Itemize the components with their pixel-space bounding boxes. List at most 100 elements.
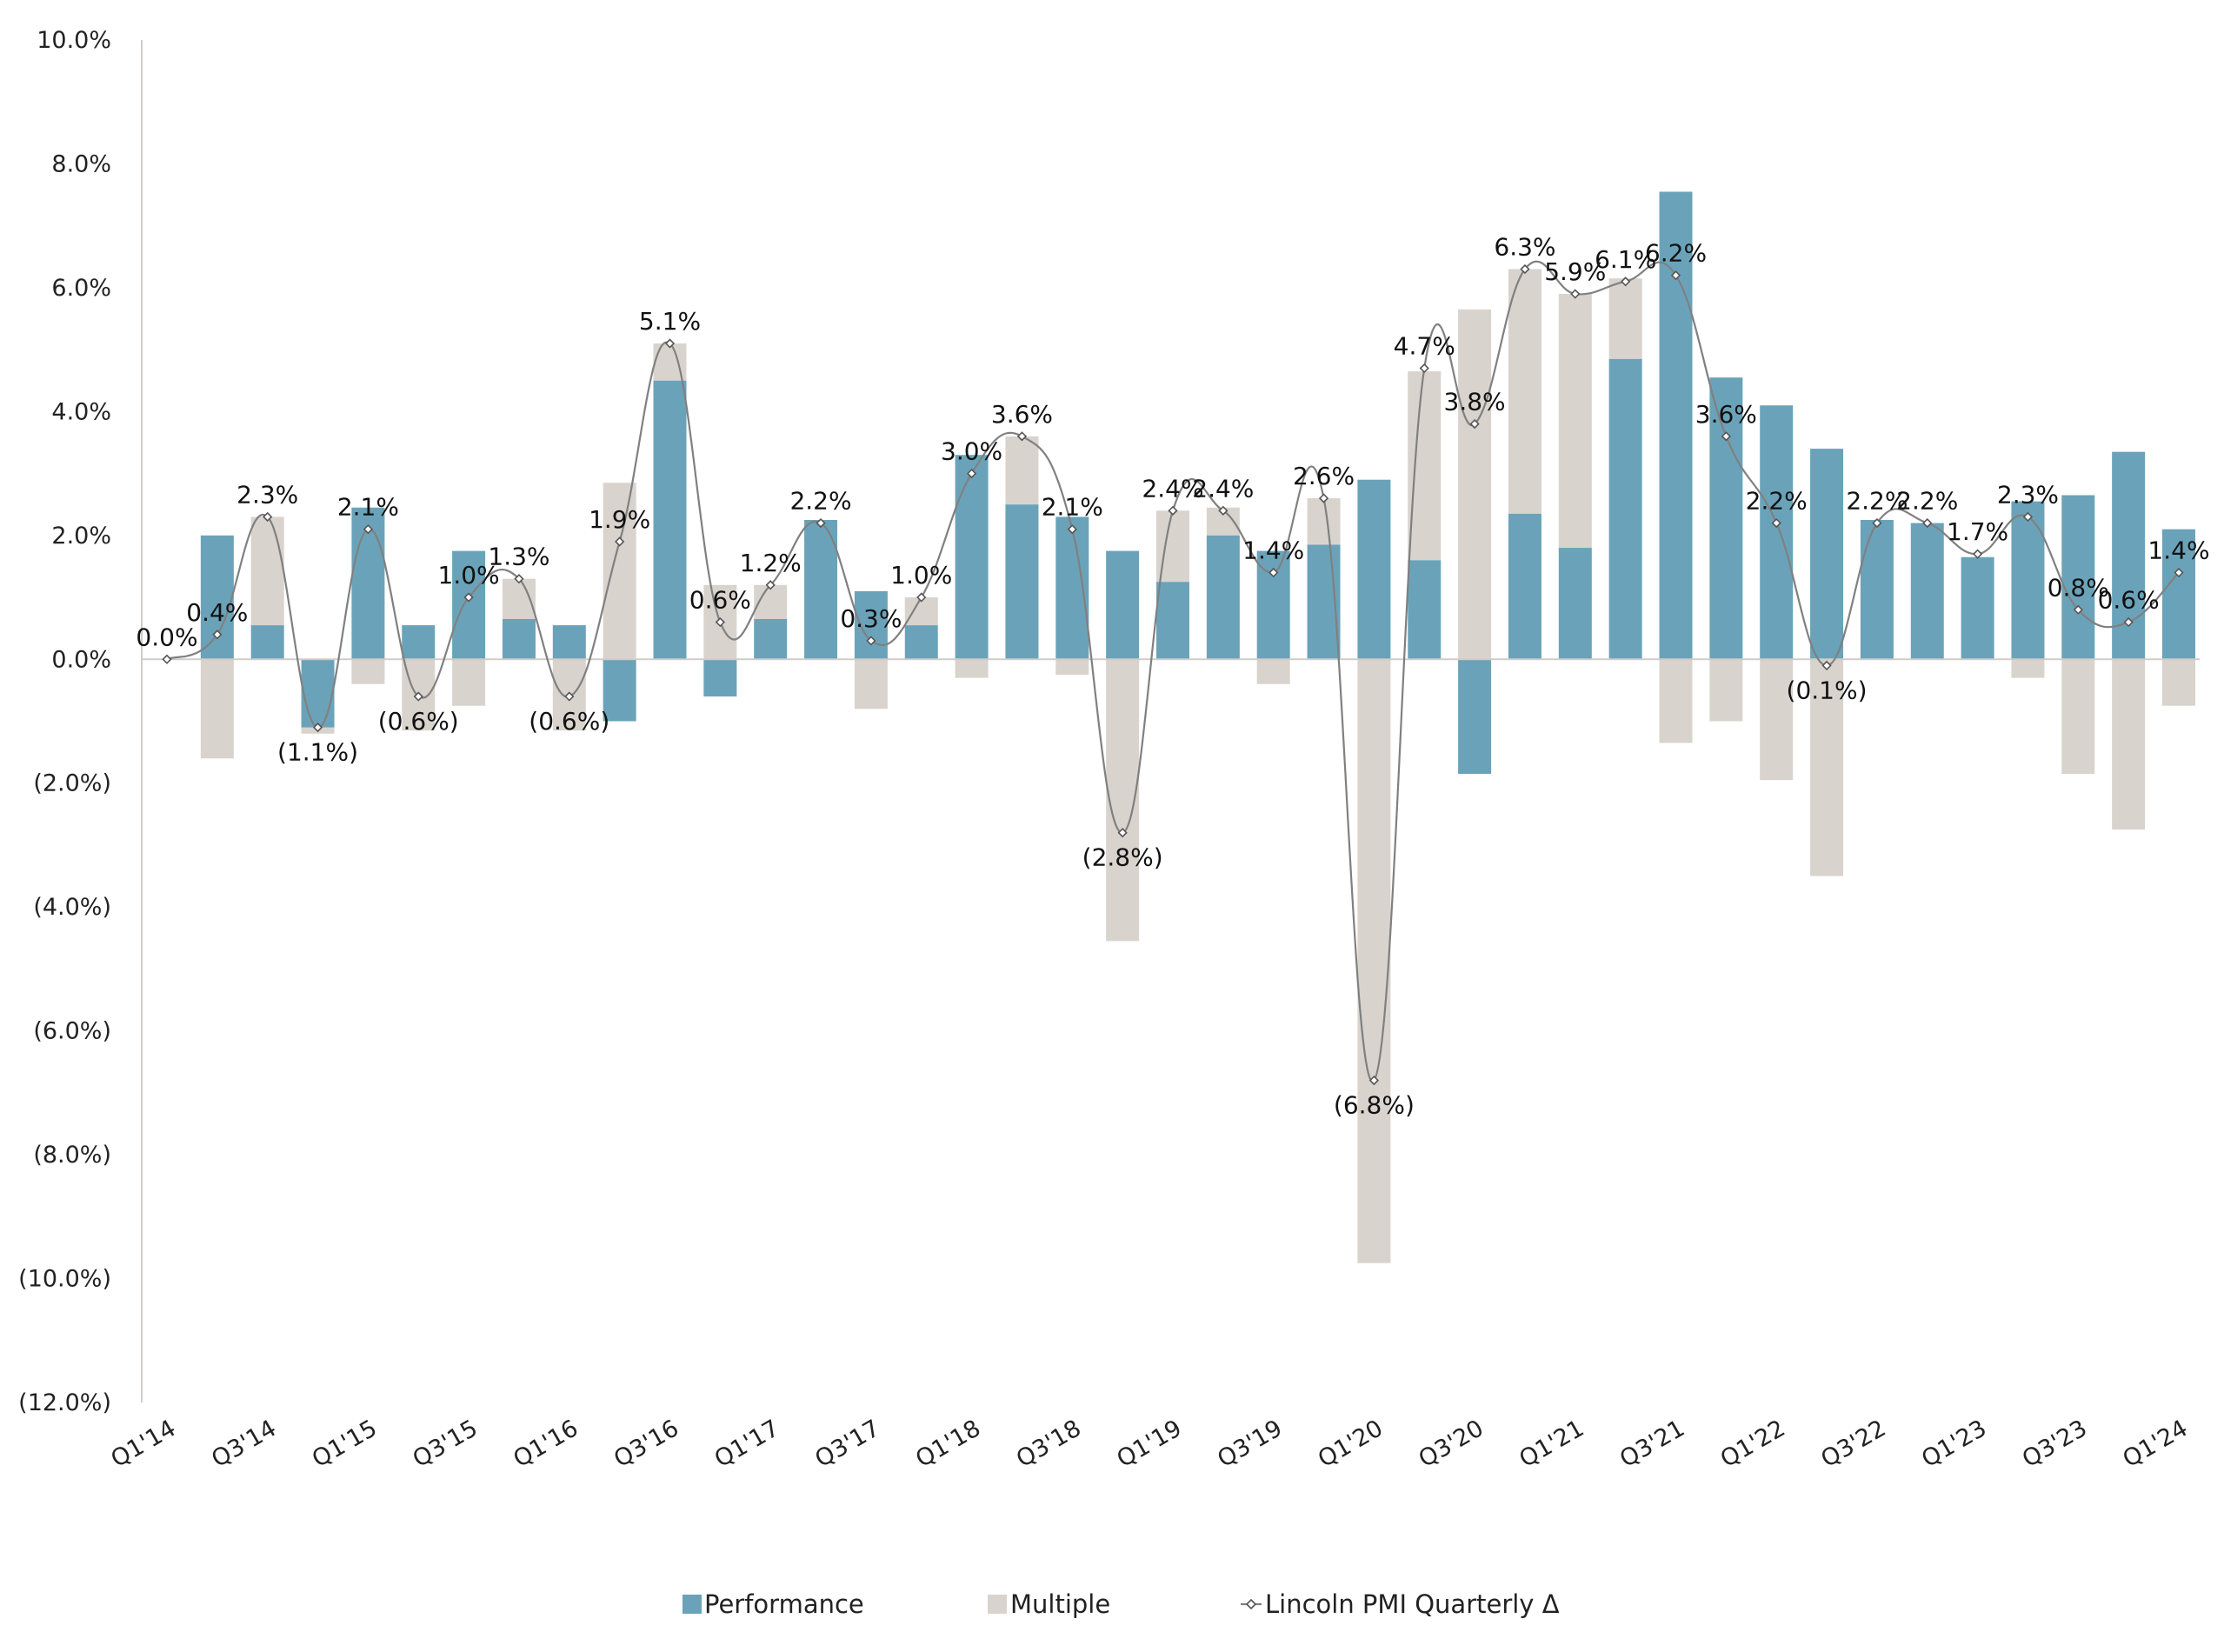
legend-performance-label: Performance <box>704 1589 864 1619</box>
performance-bar <box>1408 560 1442 660</box>
pmi-marker <box>162 654 172 664</box>
pmi-marker <box>1016 431 1028 442</box>
pmi-data-label: 2.2% <box>789 487 851 516</box>
multiple-bar <box>1357 659 1391 1263</box>
performance-bar <box>653 380 687 660</box>
pmi-data-label: 2.4% <box>1142 474 1203 503</box>
performance-bar <box>1055 516 1089 660</box>
y-tick-label: 2.0% <box>51 523 111 550</box>
performance-bar <box>804 520 838 660</box>
pmi-data-label: 1.9% <box>589 505 650 534</box>
pmi-data-label: 0.8% <box>2048 573 2109 602</box>
pmi-marker <box>1318 493 1329 503</box>
pmi-data-labels: 0.0%0.4%2.3%(1.1%)2.1%(0.6%)1.0%1.3%(0.6… <box>136 233 2209 1120</box>
performance-bar <box>703 659 737 697</box>
pmi-marker <box>664 338 676 349</box>
pmi-marker <box>2022 511 2034 523</box>
x-tick-label: Q3'19 <box>1213 1415 1287 1473</box>
legend: Performance Multiple Lincoln PMI Quarter… <box>683 1589 1560 1619</box>
legend-multiple-swatch <box>988 1595 1007 1614</box>
x-tick-label: Q3'23 <box>2018 1415 2092 1473</box>
pmi-marker <box>2174 567 2184 578</box>
pmi-data-label: (0.6%) <box>378 707 459 736</box>
multiple-bar <box>1256 659 1290 684</box>
multiple-bar <box>1810 659 1844 876</box>
performance-bar <box>552 625 586 660</box>
y-tick-label: (12.0%) <box>18 1389 111 1416</box>
multiple-bar <box>955 659 989 678</box>
pmi-marker <box>2073 604 2083 615</box>
pmi-marker <box>363 524 374 535</box>
pmi-marker <box>1872 517 1882 529</box>
pmi-data-label: 2.1% <box>337 493 399 522</box>
pmi-marker <box>615 536 625 547</box>
multiple-bar <box>1055 659 1089 676</box>
performance-bar <box>1106 550 1140 660</box>
pmi-data-label: 0.4% <box>186 598 248 627</box>
pmi-data-label: 2.1% <box>1042 493 1103 522</box>
legend-performance-swatch <box>683 1595 702 1614</box>
performance-bar <box>2011 501 2045 660</box>
pmi-data-label: 2.4% <box>1192 474 1254 503</box>
pmi-data-label: 1.4% <box>1242 536 1304 565</box>
pmi-marker <box>1972 549 1983 559</box>
performance-bar <box>1558 548 1592 660</box>
multiple-bar <box>1558 294 1592 549</box>
pmi-marker <box>715 616 725 628</box>
pmi-data-label: 0.6% <box>2098 586 2160 615</box>
y-tick-label: (8.0%) <box>33 1142 111 1169</box>
multiple-bar <box>2011 659 2045 678</box>
performance-bar <box>250 625 284 660</box>
x-tick-label: Q3'20 <box>1415 1415 1488 1473</box>
pmi-data-label: 1.0% <box>438 561 500 590</box>
pmi-marker <box>1922 517 1933 529</box>
y-tick-label: (4.0%) <box>33 894 111 921</box>
y-tick-label: (10.0%) <box>18 1266 111 1293</box>
pmi-data-label: 1.7% <box>1947 517 2008 546</box>
pmi-marker <box>212 629 223 640</box>
pmi-data-label: 1.3% <box>488 543 549 571</box>
x-tick-label: Q1'23 <box>1917 1415 1991 1473</box>
multiple-bar <box>200 659 234 759</box>
x-tick-label: Q3'15 <box>409 1415 483 1473</box>
pmi-data-label: 2.3% <box>236 480 298 509</box>
pmi-marker <box>765 580 776 590</box>
multiple-bar <box>1307 498 1341 545</box>
multiple-bars <box>200 269 2195 1263</box>
pmi-data-label: 3.6% <box>1695 400 1757 429</box>
performance-bar <box>1608 358 1642 660</box>
performance-bar <box>603 659 636 722</box>
pmi-data-label: 3.8% <box>1444 388 1506 416</box>
performance-bar <box>1760 405 1794 660</box>
pmi-marker <box>1419 363 1429 374</box>
pmi-marker <box>514 574 524 584</box>
multiple-bar <box>351 659 385 684</box>
x-tick-label: Q1'20 <box>1314 1415 1388 1473</box>
pmi-data-label: 6.2% <box>1645 239 1707 268</box>
multiple-bar <box>1508 269 1541 514</box>
pmi-marker <box>1368 1075 1380 1086</box>
performance-bar <box>904 625 938 660</box>
pmi-data-label: 3.6% <box>991 400 1053 429</box>
performance-bar <box>301 659 335 728</box>
x-tick-label: Q1'15 <box>308 1415 382 1473</box>
pmi-data-label: 0.0% <box>136 623 197 651</box>
pmi-data-label: (0.1%) <box>1787 676 1868 704</box>
performance-bar <box>1508 513 1541 660</box>
pmi-data-label: 1.2% <box>740 549 802 577</box>
pmi-data-label: 3.0% <box>941 437 1002 466</box>
x-tick-label: Q1'21 <box>1515 1415 1588 1473</box>
pmi-marker <box>1218 505 1229 516</box>
x-tick-label: Q3'22 <box>1816 1415 1890 1473</box>
pmi-data-label: 5.9% <box>1544 257 1606 286</box>
legend-pmi-marker <box>1245 1598 1257 1610</box>
performance-bar <box>1206 535 1240 660</box>
performance-bar <box>955 455 989 660</box>
pmi-marker <box>564 691 575 702</box>
multiple-bar <box>1760 659 1794 781</box>
pmi-marker <box>1621 276 1631 287</box>
multiple-bar <box>1659 659 1693 743</box>
pmi-marker <box>966 468 977 479</box>
performance-bar <box>1005 504 1039 660</box>
